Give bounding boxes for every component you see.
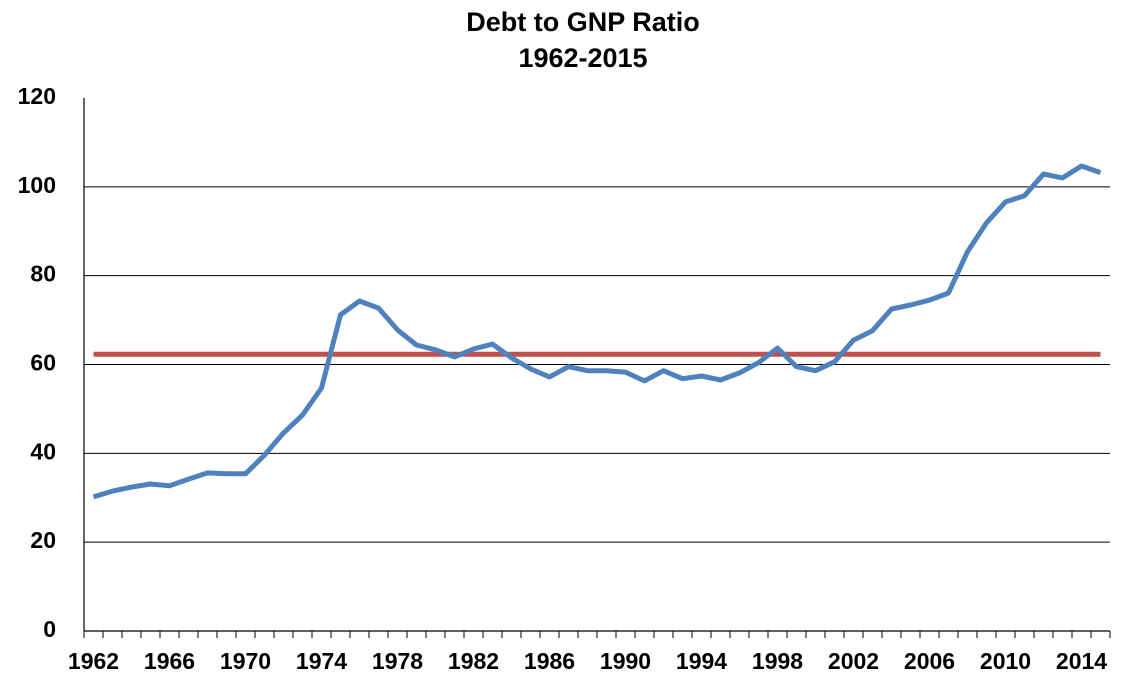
x-tick-label: 2010 <box>980 648 1031 674</box>
y-tick-label: 60 <box>30 350 56 376</box>
y-tick-label: 80 <box>30 261 56 287</box>
y-tick-label: 40 <box>30 438 56 464</box>
x-tick-label: 2002 <box>828 648 879 674</box>
x-tick-label: 2006 <box>904 648 955 674</box>
x-tick-label: 1998 <box>752 648 803 674</box>
x-tick-label: 1966 <box>144 648 195 674</box>
chart-subtitle: 1962-2015 <box>518 43 647 73</box>
y-tick-label: 20 <box>30 527 56 553</box>
data-line <box>92 163 1102 500</box>
x-tick-label: 1994 <box>676 648 727 674</box>
x-tick-label: 1974 <box>296 648 347 674</box>
y-tick-label: 100 <box>18 172 56 198</box>
x-tick-label: 1978 <box>372 648 423 674</box>
chart-title: Debt to GNP Ratio <box>466 7 700 37</box>
x-tick-label: 1970 <box>220 648 271 674</box>
y-tick-label: 0 <box>43 616 56 642</box>
x-tick-label: 1982 <box>448 648 499 674</box>
x-tick-label: 2014 <box>1056 648 1107 674</box>
x-tick-label: 1990 <box>600 648 651 674</box>
x-tick-label: 1962 <box>68 648 119 674</box>
x-tick-label: 1986 <box>524 648 575 674</box>
y-tick-label: 120 <box>18 83 56 109</box>
